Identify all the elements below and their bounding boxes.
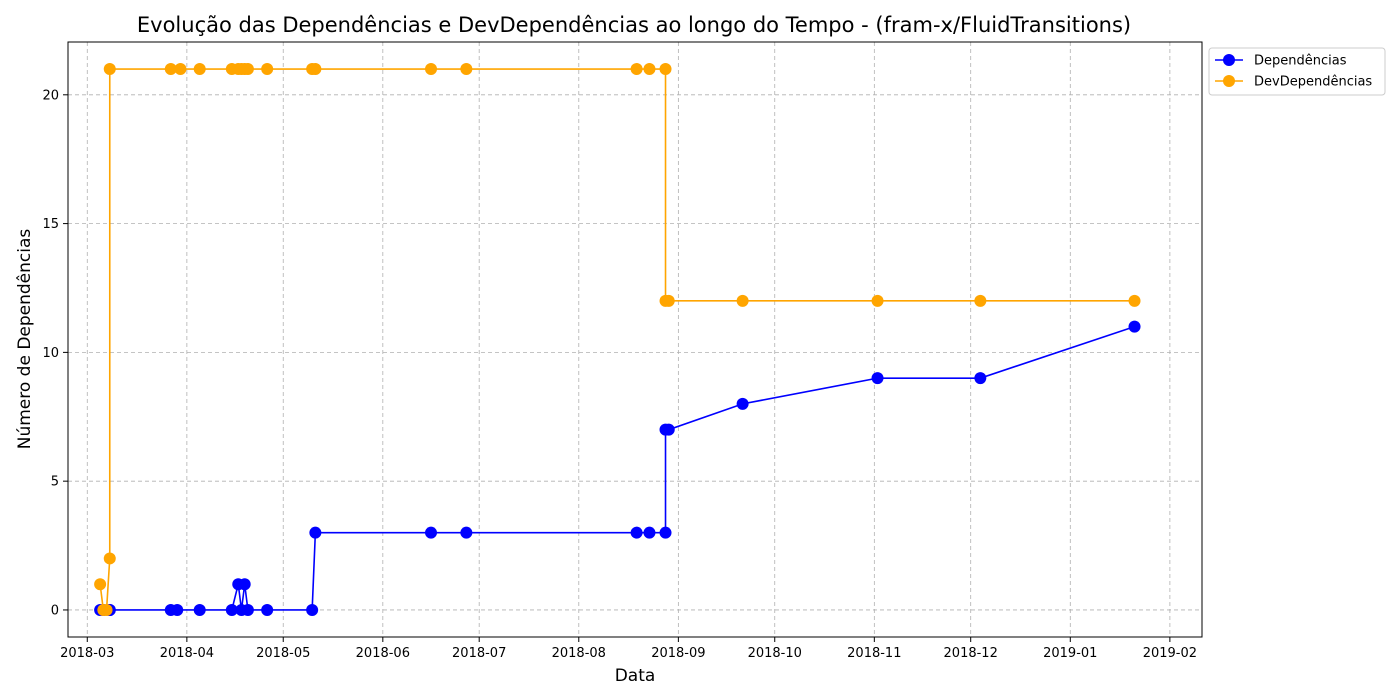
y-tick-label: 5 <box>51 475 59 490</box>
legend-label: DevDependências <box>1254 75 1372 90</box>
data-point <box>643 526 656 539</box>
legend: Dependências DevDependências <box>1208 47 1386 96</box>
grid <box>68 42 1202 637</box>
data-point <box>1128 294 1141 307</box>
data-point <box>736 294 749 307</box>
data-point <box>425 63 438 76</box>
data-point <box>261 603 274 616</box>
data-point <box>309 526 322 539</box>
x-tick-label: 2018-05 <box>256 646 310 661</box>
legend-box <box>1208 47 1386 96</box>
x-axis: 2018-03 2018-04 2018-05 2018-06 2018-07 2018-… <box>60 637 1197 661</box>
legend-marker <box>1223 75 1235 87</box>
data-point <box>974 294 987 307</box>
data-point <box>241 63 254 76</box>
x-tick-label: 2018-11 <box>847 646 901 661</box>
series-1 <box>94 320 1141 616</box>
data-point <box>171 603 184 616</box>
data-point <box>643 63 656 76</box>
data-point <box>100 603 113 616</box>
data-point <box>659 526 672 539</box>
data-point <box>425 526 438 539</box>
x-tick-label: 2018-09 <box>651 646 705 661</box>
data-point <box>974 372 987 385</box>
data-point <box>662 294 675 307</box>
data-point <box>1128 320 1141 333</box>
data-point <box>460 63 473 76</box>
data-point <box>871 372 884 385</box>
data-point <box>630 63 643 76</box>
y-tick-label: 0 <box>51 603 59 618</box>
data-point <box>662 423 675 436</box>
plot-frame <box>67 41 1203 638</box>
data-point <box>193 63 206 76</box>
y-axis: 0 5 10 15 20 <box>42 88 68 618</box>
legend-label: Dependências <box>1254 54 1347 69</box>
data-point <box>871 294 884 307</box>
data-point <box>225 603 238 616</box>
x-tick-label: 2018-07 <box>452 646 506 661</box>
y-tick-label: 15 <box>42 217 59 232</box>
data-point <box>736 397 749 410</box>
data-point <box>103 552 116 565</box>
x-tick-label: 2018-10 <box>748 646 802 661</box>
data-point <box>261 63 274 76</box>
legend-entry: Dependências <box>1215 54 1347 69</box>
data-point <box>659 63 672 76</box>
chart-title: Evolução das Dependências e DevDependênc… <box>137 13 1131 37</box>
x-axis-label: Data <box>615 666 656 686</box>
data-point <box>630 526 643 539</box>
x-tick-label: 2018-04 <box>160 646 214 661</box>
series-2 <box>94 63 1141 616</box>
data-point <box>306 603 319 616</box>
x-tick-label: 2018-06 <box>356 646 410 661</box>
data-point <box>103 63 116 76</box>
series-line <box>99 68 1135 611</box>
series-layer <box>94 63 1141 616</box>
x-tick-label: 2018-12 <box>944 646 998 661</box>
y-tick-label: 10 <box>42 346 59 361</box>
x-tick-label: 2018-03 <box>60 646 114 661</box>
x-tick-label: 2019-02 <box>1143 646 1197 661</box>
data-point <box>94 578 107 591</box>
legend-entry: DevDependências <box>1215 75 1372 90</box>
y-axis-label: Número de Dependências <box>15 229 35 450</box>
data-point <box>193 603 206 616</box>
data-point <box>174 63 187 76</box>
series-line <box>100 325 1135 611</box>
data-point <box>164 63 177 76</box>
x-tick-label: 2018-08 <box>552 646 606 661</box>
data-point <box>238 578 251 591</box>
x-tick-label: 2019-01 <box>1043 646 1097 661</box>
y-tick-label: 20 <box>42 88 59 103</box>
data-point <box>241 603 254 616</box>
data-point <box>460 526 473 539</box>
data-point <box>309 63 322 76</box>
legend-marker <box>1223 54 1235 66</box>
